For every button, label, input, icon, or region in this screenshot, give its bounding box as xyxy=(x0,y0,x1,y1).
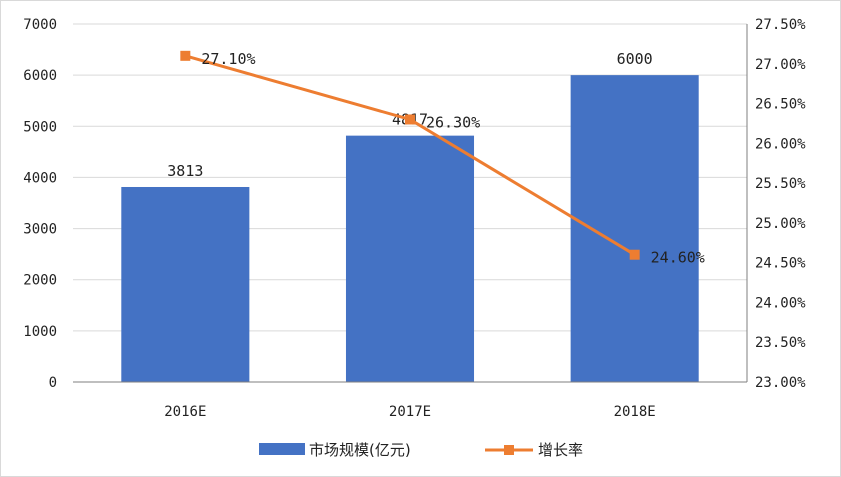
growth-rate-marker-2018E xyxy=(629,249,640,260)
y-right-tick-label: 25.00% xyxy=(755,216,806,232)
growth-rate-marker-2017E xyxy=(405,114,415,125)
line-data-label: 26.30% xyxy=(426,113,480,131)
x-category-label: 2018E xyxy=(614,404,656,420)
legend-marker-growth-rate xyxy=(504,445,514,455)
y-right-tick-label: 24.00% xyxy=(755,295,806,311)
legend-label-growth-rate: 增长率 xyxy=(538,441,583,459)
y-right-tick-label: 27.00% xyxy=(755,57,806,73)
bar-market-size-2016E xyxy=(121,186,250,382)
y-right-tick-label: 24.50% xyxy=(755,256,806,272)
y-left-tick-label: 1000 xyxy=(23,324,57,340)
bar-data-label: 6000 xyxy=(617,50,653,68)
y-right-tick-label: 23.50% xyxy=(755,335,806,351)
y-left-tick-label: 2000 xyxy=(23,273,57,289)
y-left-tick-label: 4000 xyxy=(23,170,57,186)
y-left-tick-label: 0 xyxy=(49,375,57,391)
legend-label-market-size: 市场规模(亿元) xyxy=(309,441,411,459)
y-left-tick-label: 6000 xyxy=(23,68,57,84)
y-right-tick-label: 23.00% xyxy=(755,375,806,391)
growth-rate-marker-2016E xyxy=(180,50,191,61)
x-category-label: 2017E xyxy=(389,404,431,420)
y-right-tick-label: 25.50% xyxy=(755,176,806,192)
bar-market-size-2017E xyxy=(345,135,475,382)
line-data-label: 27.10% xyxy=(201,50,255,68)
x-category-label: 2016E xyxy=(164,404,206,420)
y-right-tick-label: 27.50% xyxy=(755,17,806,33)
bar-data-label: 3813 xyxy=(167,162,203,180)
legend-swatch-market-size xyxy=(259,443,305,455)
y-left-tick-label: 7000 xyxy=(23,17,57,33)
y-right-tick-label: 26.50% xyxy=(755,97,806,113)
y-left-tick-label: 5000 xyxy=(23,119,57,135)
y-left-tick-label: 3000 xyxy=(23,222,57,238)
line-data-label: 24.60% xyxy=(651,249,705,267)
y-right-tick-label: 26.00% xyxy=(755,136,806,152)
